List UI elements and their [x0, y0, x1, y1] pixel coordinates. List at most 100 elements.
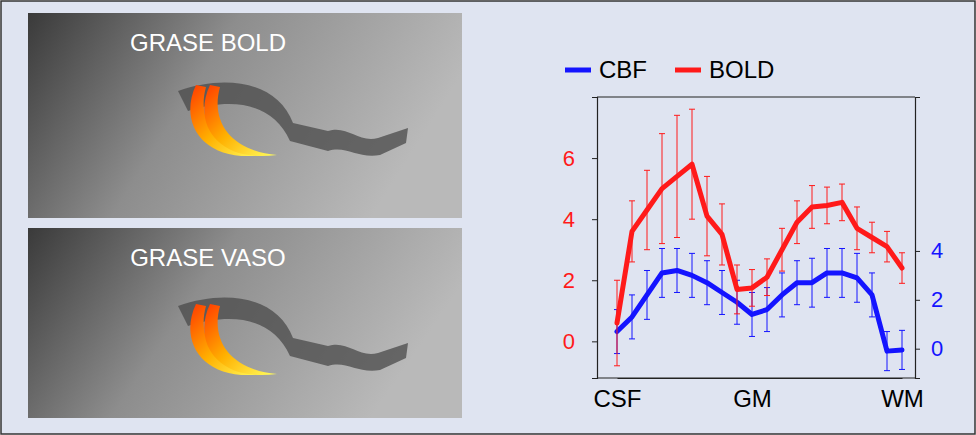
error-bar-cap	[779, 272, 785, 273]
error-bar-cap	[689, 297, 695, 298]
error-bar-cap	[869, 272, 875, 273]
error-bar-cap	[734, 313, 740, 314]
sulcus	[178, 82, 408, 155]
error-bar-cap	[869, 252, 875, 253]
error-bar-cap	[689, 109, 695, 110]
tick-label: 2	[563, 268, 575, 293]
error-bar-cap	[839, 184, 845, 185]
tick-mark	[915, 349, 920, 350]
mri-image	[28, 228, 462, 418]
error-bar-cap	[674, 292, 680, 293]
legend: CBFBOLD	[565, 56, 774, 83]
background	[1, 1, 975, 434]
tick-label: 0	[563, 329, 575, 354]
error-bar-cap	[824, 297, 830, 298]
error-bar-cap	[794, 243, 800, 244]
error-bar-cap	[659, 248, 665, 249]
legend-swatch	[675, 68, 701, 73]
tick-label: 2	[931, 287, 943, 312]
error-bar-cap	[704, 304, 710, 305]
error-bar-cap	[614, 365, 620, 366]
error-bars	[614, 109, 905, 366]
error-bar-cap	[749, 306, 755, 307]
error-bar-cap	[734, 324, 740, 325]
axis-line	[592, 98, 598, 379]
error-bar-cap	[884, 331, 890, 332]
tick-label: CSF	[594, 385, 642, 412]
tick-mark	[592, 219, 597, 220]
tick-mark	[592, 280, 597, 281]
axis-line	[916, 98, 921, 379]
error-bar-cap	[659, 243, 665, 244]
error-bar-cap	[869, 222, 875, 223]
tick: GM	[733, 385, 772, 412]
error-bar-cap	[854, 253, 860, 254]
error-bar-cap	[629, 294, 635, 295]
series-line	[617, 164, 902, 323]
axis-line	[618, 378, 903, 379]
legend-swatch	[565, 68, 591, 73]
figure: GRASE BOLDGRASE VASO 0 2 4 6 0 2 4 CSF GM WM CBFBOL…	[0, 0, 976, 435]
error-bar-cap	[629, 338, 635, 339]
error-bar-cap	[794, 200, 800, 201]
error-bar-cap	[719, 314, 725, 315]
error-bar-cap	[644, 170, 650, 171]
error-bar-cap	[794, 260, 800, 261]
error-bar-cap	[689, 253, 695, 254]
error-bar-cap	[794, 304, 800, 305]
error-bar-cap	[899, 252, 905, 253]
plot-frame	[597, 96, 915, 97]
error-bar-cap	[884, 261, 890, 262]
error-bar-cap	[779, 228, 785, 229]
error-bar-cap	[764, 295, 770, 296]
error-bar-cap	[749, 269, 755, 270]
tick: 0	[915, 336, 943, 361]
error-bar-cap	[764, 331, 770, 332]
error-bar-cap	[824, 223, 830, 224]
error-bar-cap	[809, 228, 815, 229]
tick: WM	[881, 385, 924, 412]
error-bar-cap	[779, 271, 785, 272]
error-bar-cap	[854, 302, 860, 303]
tick: 2	[563, 268, 597, 293]
error-bar-cap	[899, 330, 905, 331]
error-bar-cap	[854, 249, 860, 250]
tick: 4	[915, 238, 943, 263]
error-bar-cap	[839, 248, 845, 249]
error-bar-cap	[659, 297, 665, 298]
tick-label: 0	[931, 336, 943, 361]
error-bar-cap	[749, 336, 755, 337]
tick: 4	[563, 207, 597, 232]
error-bar-cap	[734, 264, 740, 265]
error-bar-cap	[674, 237, 680, 238]
error-bar-cap	[779, 316, 785, 317]
tick-label: GM	[733, 385, 772, 412]
plot-frame	[597, 377, 915, 378]
plot-area	[614, 109, 905, 370]
error-bars	[614, 248, 905, 370]
mri-panel: GRASE VASO	[28, 228, 462, 418]
tick-label: 6	[563, 146, 575, 171]
error-bar-cap	[719, 270, 725, 271]
y-axis: 0 2 4 6	[563, 98, 598, 379]
error-bar-cap	[674, 115, 680, 116]
error-bar-cap	[884, 370, 890, 371]
error-bar-cap	[884, 231, 890, 232]
error-bar-cap	[854, 206, 860, 207]
error-bar-cap	[644, 249, 650, 250]
tick-label: 4	[931, 238, 943, 263]
activation	[204, 85, 277, 156]
error-bar-cap	[809, 258, 815, 259]
tick: 6	[563, 146, 597, 171]
mri-panel: GRASE BOLD	[28, 13, 462, 218]
error-bar-cap	[899, 283, 905, 284]
error-bar-cap	[719, 203, 725, 204]
x-axis: CSF GM WM	[594, 379, 924, 413]
tick: CSF	[594, 385, 642, 412]
tick: 2	[915, 287, 943, 312]
tick: 0	[563, 329, 597, 354]
error-bar-cap	[704, 176, 710, 177]
error-bar-cap	[629, 261, 635, 262]
error-bar-cap	[764, 258, 770, 259]
error-bar-cap	[644, 319, 650, 320]
